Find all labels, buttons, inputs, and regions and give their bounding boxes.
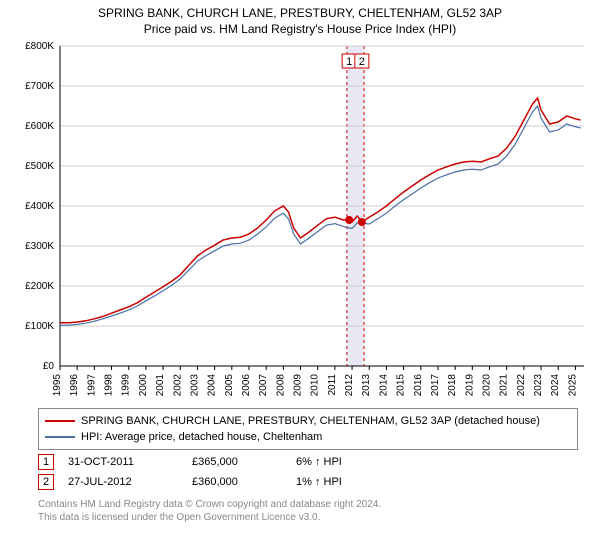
svg-text:2008: 2008 xyxy=(275,374,286,397)
svg-text:2009: 2009 xyxy=(293,374,304,397)
svg-text:2003: 2003 xyxy=(189,374,200,397)
svg-text:£100K: £100K xyxy=(25,321,54,332)
svg-text:2013: 2013 xyxy=(361,374,372,397)
svg-text:2017: 2017 xyxy=(430,374,441,397)
svg-text:£200K: £200K xyxy=(25,281,54,292)
attribution-line1: Contains HM Land Registry data © Crown c… xyxy=(38,498,590,511)
chart-title-line2: Price paid vs. HM Land Registry's House … xyxy=(10,22,590,36)
marker-table: 1 31-OCT-2011 £365,000 6% ↑ HPI 2 27-JUL-2012… xyxy=(10,454,590,490)
svg-text:1: 1 xyxy=(346,56,352,68)
attribution-line2: This data is licensed under the Open Gov… xyxy=(38,511,590,524)
svg-text:2005: 2005 xyxy=(224,374,235,397)
svg-text:2022: 2022 xyxy=(516,374,527,397)
attribution: Contains HM Land Registry data © Crown c… xyxy=(38,498,590,524)
legend-row: HPI: Average price, detached house, Chel… xyxy=(45,429,571,445)
svg-text:2000: 2000 xyxy=(138,374,149,397)
svg-text:2018: 2018 xyxy=(447,374,458,397)
chart-plot-area: £0 £100K £200K £300K £400K £500K £600K £700K £80… xyxy=(10,42,590,402)
legend-swatch xyxy=(45,436,75,438)
svg-text:2023: 2023 xyxy=(533,374,544,397)
svg-text:2007: 2007 xyxy=(258,374,269,397)
marker-date: 31-OCT-2011 xyxy=(68,456,178,468)
svg-text:£600K: £600K xyxy=(25,121,54,132)
svg-text:£400K: £400K xyxy=(25,201,54,212)
svg-text:2014: 2014 xyxy=(378,374,389,397)
legend-row: SPRING BANK, CHURCH LANE, PRESTBURY, CHE… xyxy=(45,413,571,429)
marker-price: £365,000 xyxy=(192,456,282,468)
svg-text:£800K: £800K xyxy=(25,42,54,52)
marker-number-box: 2 xyxy=(38,474,54,490)
svg-text:£300K: £300K xyxy=(25,241,54,252)
svg-text:2011: 2011 xyxy=(327,374,338,396)
legend-box: SPRING BANK, CHURCH LANE, PRESTBURY, CHE… xyxy=(38,408,578,450)
svg-text:2002: 2002 xyxy=(172,374,183,397)
legend-swatch xyxy=(45,420,75,422)
marker-diff: 1% ↑ HPI xyxy=(296,476,386,488)
svg-text:£0: £0 xyxy=(43,361,55,372)
svg-text:2012: 2012 xyxy=(344,374,355,397)
svg-text:2021: 2021 xyxy=(499,374,510,397)
chart-container: SPRING BANK, CHURCH LANE, PRESTBURY, CHE… xyxy=(0,0,600,530)
chart-title-line1: SPRING BANK, CHURCH LANE, PRESTBURY, CHE… xyxy=(10,6,590,20)
marker-diff: 6% ↑ HPI xyxy=(296,456,386,468)
marker-row: 2 27-JUL-2012 £360,000 1% ↑ HPI xyxy=(38,474,590,490)
svg-text:2010: 2010 xyxy=(310,374,321,397)
svg-text:1998: 1998 xyxy=(104,374,115,397)
marker-price: £360,000 xyxy=(192,476,282,488)
svg-text:2019: 2019 xyxy=(464,374,475,397)
marker-row: 1 31-OCT-2011 £365,000 6% ↑ HPI xyxy=(38,454,590,470)
svg-text:1995: 1995 xyxy=(52,374,63,397)
svg-text:2001: 2001 xyxy=(155,374,166,397)
svg-text:2004: 2004 xyxy=(207,374,218,397)
svg-text:2015: 2015 xyxy=(396,374,407,397)
marker-date: 27-JUL-2012 xyxy=(68,476,178,488)
svg-text:£700K: £700K xyxy=(25,81,54,92)
svg-text:2025: 2025 xyxy=(567,374,578,397)
marker-number-box: 1 xyxy=(38,454,54,470)
svg-text:2024: 2024 xyxy=(550,374,561,397)
svg-text:2: 2 xyxy=(359,56,365,68)
svg-text:1999: 1999 xyxy=(121,374,132,397)
svg-text:£500K: £500K xyxy=(25,161,54,172)
svg-text:2006: 2006 xyxy=(241,374,252,397)
svg-text:1997: 1997 xyxy=(86,374,97,397)
svg-text:2020: 2020 xyxy=(482,374,493,397)
line-chart-svg: £0 £100K £200K £300K £400K £500K £600K £700K £80… xyxy=(10,42,590,402)
svg-text:1996: 1996 xyxy=(69,374,80,397)
svg-text:2016: 2016 xyxy=(413,374,424,397)
legend-label: SPRING BANK, CHURCH LANE, PRESTBURY, CHE… xyxy=(81,413,540,429)
legend-label: HPI: Average price, detached house, Chel… xyxy=(81,429,322,445)
